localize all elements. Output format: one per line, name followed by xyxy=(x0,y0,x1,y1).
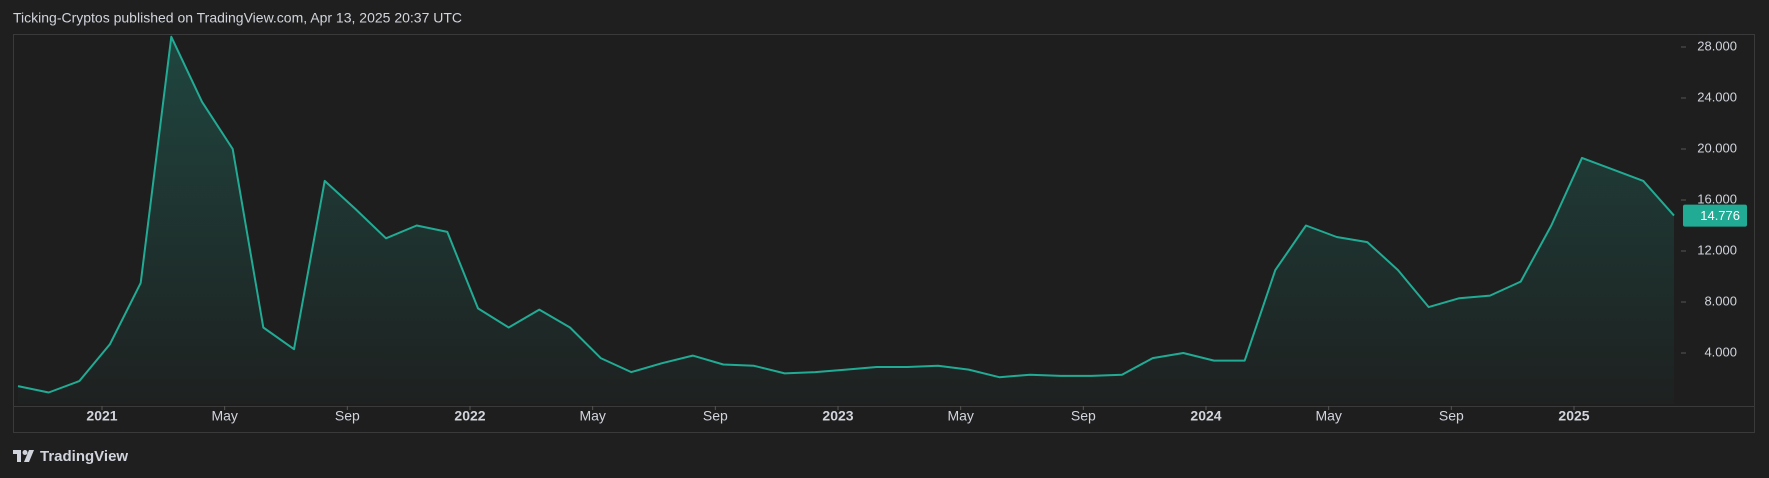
x-tick-label: Sep xyxy=(703,408,728,424)
y-tick-label: 24.000 xyxy=(1697,89,1737,104)
logo xyxy=(13,450,34,462)
x-tick-label: Sep xyxy=(1439,408,1464,424)
x-tick-label: 2025 xyxy=(1558,408,1589,424)
y-tick-label: 28.000 xyxy=(1697,38,1737,53)
x-tick-label: May xyxy=(1315,408,1341,424)
last-price-label: 14.776 xyxy=(1700,208,1740,223)
x-tick-label: Sep xyxy=(1071,408,1096,424)
x-tick-label: May xyxy=(947,408,973,424)
x-tick-label: May xyxy=(211,408,237,424)
y-tick-label: 12.000 xyxy=(1697,242,1737,257)
y-tick-label: 4.000 xyxy=(1704,344,1737,359)
y-tick-label: 20.000 xyxy=(1697,140,1737,155)
price-line xyxy=(17,35,1675,394)
x-tick-label: Sep xyxy=(335,408,360,424)
last-price-box xyxy=(1683,204,1747,227)
y-tick-label: 16.000 xyxy=(1697,191,1737,206)
x-tick-label: 2023 xyxy=(822,408,853,424)
chart-title: Ticking-Cryptos published on TradingView… xyxy=(13,10,462,26)
x-tick-label: 2021 xyxy=(86,408,117,424)
area-fill xyxy=(18,36,1674,405)
x-tick-label: 2022 xyxy=(454,408,485,424)
x-tick-label: May xyxy=(579,408,605,424)
footer-brand: TradingView xyxy=(40,448,128,465)
y-tick-label: 8.000 xyxy=(1704,293,1737,308)
x-tick-label: 2024 xyxy=(1190,408,1221,424)
